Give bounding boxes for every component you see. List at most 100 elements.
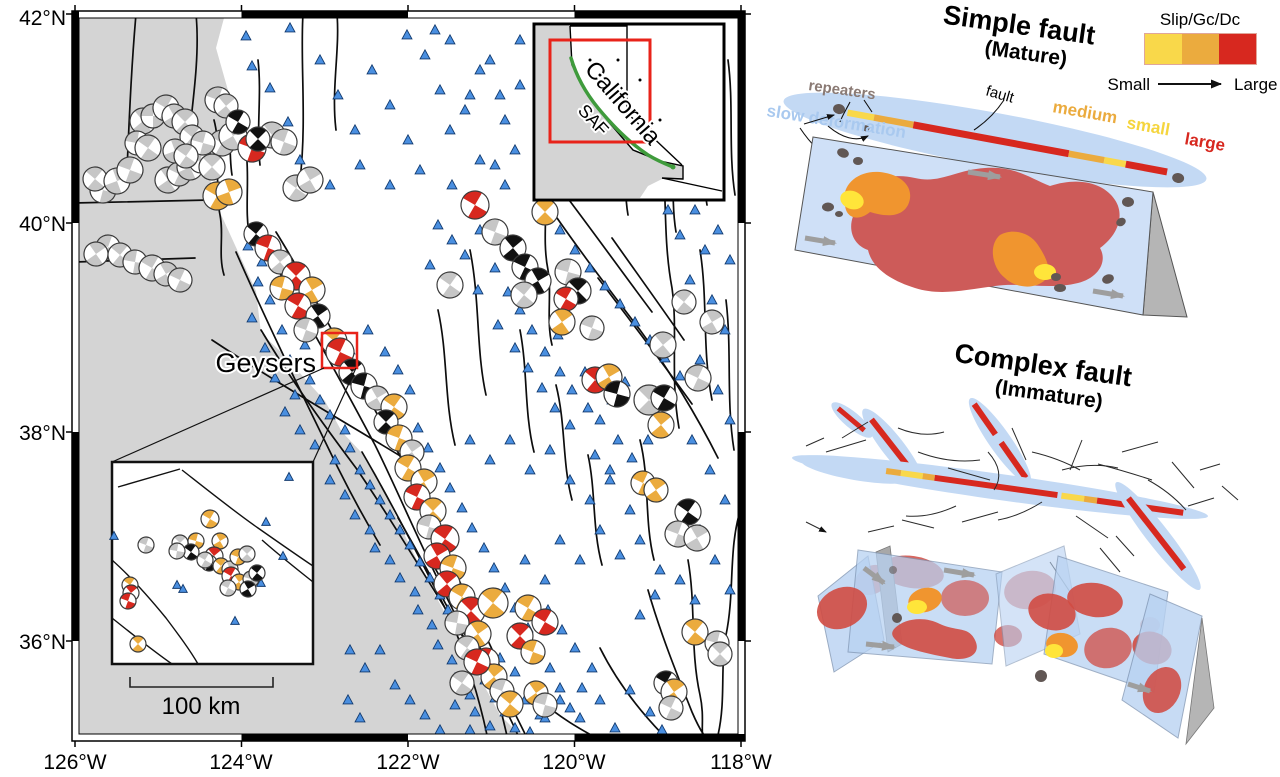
- station-triangle: [299, 338, 311, 350]
- study-area-box: [548, 38, 652, 144]
- slip-segment-red: [912, 121, 1070, 158]
- station-triangle: [489, 261, 501, 273]
- focal-mechanism-black: [650, 384, 678, 412]
- map-frame: [66, 5, 751, 747]
- focal-mechanism-gray: [658, 695, 684, 721]
- inset-ocean: [536, 26, 683, 198]
- focal-mechanism-orange: [548, 308, 576, 336]
- focal-mechanism-red: [463, 648, 491, 676]
- station-triangle: [582, 401, 594, 413]
- inset-triangles: [108, 471, 295, 625]
- medium-label: medium: [1051, 97, 1118, 127]
- station-triangle: [704, 463, 716, 475]
- station-triangle: [556, 623, 568, 635]
- station-triangle: [446, 653, 458, 665]
- station-triangle: [277, 550, 289, 560]
- station-triangle: [499, 581, 511, 593]
- saf-end-dot: [670, 164, 676, 170]
- focal-mechanism-gray: [671, 289, 697, 315]
- repeater-dots-complex: [889, 566, 1047, 682]
- station-triangle: [444, 481, 456, 493]
- focal-mechanism-gray: [190, 130, 216, 156]
- station-triangle: [429, 23, 441, 35]
- repeater-dot-right: [1172, 172, 1185, 184]
- station-triangle: [649, 588, 661, 600]
- station-triangle: [284, 353, 296, 365]
- station-triangle: [566, 383, 578, 395]
- station-triangle: [260, 516, 272, 526]
- station-triangle: [469, 705, 481, 717]
- focal-mechanism-black: [245, 126, 271, 152]
- station-triangle: [240, 29, 252, 41]
- station-triangle: [256, 255, 268, 267]
- focal-mechanism-orange: [215, 178, 243, 206]
- station-triangle: [576, 681, 588, 693]
- station-triangle: [589, 448, 601, 460]
- focal-mechanism-black: [225, 109, 251, 135]
- slip-segment-yellow-2: [1103, 157, 1127, 168]
- station-triangle: [478, 541, 490, 553]
- station-triangle: [289, 388, 301, 400]
- focal-mechanism-orange: [520, 639, 546, 665]
- station-triangle: [329, 453, 341, 465]
- lon-124: 124°W: [209, 751, 272, 774]
- station-triangle: [488, 561, 500, 573]
- station-triangle: [349, 123, 361, 135]
- station-triangle: [459, 248, 471, 260]
- station-triangle: [524, 463, 536, 475]
- station-triangle: [594, 523, 606, 535]
- focal-mechanism-red: [284, 292, 312, 320]
- station-triangle: [525, 725, 535, 734]
- station-triangle: [339, 423, 351, 435]
- station-triangle: [564, 701, 576, 713]
- focal-mechanism-red: [531, 608, 559, 636]
- station-triangle: [694, 353, 706, 365]
- station-triangle: [339, 488, 351, 500]
- station-triangle: [539, 345, 551, 357]
- station-triangle: [684, 273, 696, 285]
- station-triangle: [444, 123, 456, 135]
- station-triangle: [354, 711, 366, 723]
- small-slip-patch-right: [1034, 264, 1056, 280]
- station-triangle: [432, 638, 444, 650]
- focal-mechanism-gray: [684, 364, 712, 392]
- station-triangle: [712, 383, 724, 395]
- focal-mechanism-gray: [83, 241, 109, 267]
- station-triangle: [344, 643, 356, 655]
- inset-connector-lines: [111, 367, 357, 463]
- station-triangle: [414, 163, 426, 175]
- focal-mechanism-red: [506, 622, 534, 650]
- station-triangle: [456, 501, 468, 513]
- simple-fault-panel: Simple fault (Mature) Slip/Gc/Dc Small L…: [765, 0, 1277, 318]
- station-triangle: [314, 393, 326, 405]
- focal-mechanism-gray: [296, 166, 324, 194]
- focal-mechanism-gray: [173, 143, 199, 169]
- station-triangle: [259, 341, 271, 353]
- station-triangle: [314, 53, 326, 65]
- station-triangle: [464, 433, 476, 445]
- station-triangle: [324, 473, 336, 485]
- plane-side-wedge-2: [1185, 617, 1215, 746]
- california-locator-inset: California SAF: [532, 22, 726, 202]
- small-patch-1: [907, 600, 927, 614]
- station-triangle: [269, 371, 281, 383]
- station-triangle: [412, 603, 424, 615]
- station-triangle: [654, 563, 666, 575]
- lon-126: 126°W: [43, 751, 106, 774]
- focal-mechanism-red: [119, 592, 137, 610]
- focal-mechanism-orange: [496, 690, 524, 718]
- station-triangle: [584, 261, 596, 273]
- station-triangle: [634, 608, 646, 620]
- station-triangle: [349, 508, 361, 520]
- focal-mechanism-gray: [196, 551, 214, 569]
- station-triangle: [549, 401, 561, 413]
- station-triangle: [364, 523, 376, 535]
- lon-120: 120°W: [542, 751, 605, 774]
- station-triangle: [522, 361, 534, 373]
- station-triangle: [569, 641, 581, 653]
- slip-segment-yellow: [846, 109, 875, 121]
- san-andreas-fault-line: [569, 56, 675, 169]
- station-triangle: [674, 573, 686, 585]
- small-slip-patch-left: [840, 190, 864, 210]
- station-triangle: [674, 369, 686, 381]
